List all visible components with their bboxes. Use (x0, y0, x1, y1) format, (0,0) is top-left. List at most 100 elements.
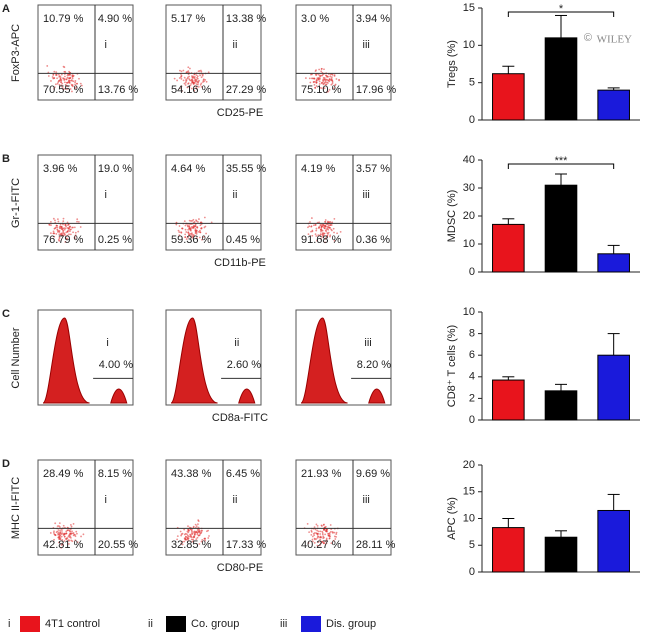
dot (58, 237, 61, 240)
dot (320, 230, 322, 233)
dot (188, 86, 191, 89)
dot (188, 232, 190, 235)
dot (192, 235, 195, 238)
dot (339, 230, 342, 233)
dot (196, 531, 199, 534)
dot (60, 81, 62, 84)
dot (313, 541, 316, 544)
dot (64, 241, 67, 243)
dot (185, 80, 187, 82)
dot (181, 227, 184, 230)
dot (191, 232, 193, 235)
dot (65, 532, 68, 535)
dot (207, 71, 210, 74)
dot (329, 75, 332, 78)
dot (185, 78, 188, 81)
plot-frame (295, 4, 392, 101)
dot (58, 536, 60, 539)
dot (317, 73, 320, 76)
dot (189, 228, 192, 231)
dot (187, 535, 190, 538)
panel-letter: B (2, 153, 10, 165)
dot (58, 532, 61, 535)
dot (198, 218, 200, 220)
dot (329, 524, 332, 526)
dot (56, 82, 59, 85)
dot (58, 522, 61, 525)
dot (67, 543, 70, 545)
dot (191, 540, 194, 543)
dot (182, 79, 185, 82)
quadrant-label: 5.17 % (171, 13, 205, 25)
dot (59, 529, 62, 532)
dot (187, 228, 190, 231)
dot (332, 87, 335, 90)
dot (324, 241, 327, 244)
quadrant-label: 54.16 % (171, 84, 212, 96)
dot (53, 235, 56, 238)
quadrant-label: 28.49 % (43, 468, 84, 480)
dot (64, 83, 67, 86)
dot (195, 83, 198, 85)
y-tick-label: 10 (463, 512, 475, 524)
dot (70, 539, 73, 542)
dot (313, 77, 315, 80)
dot (47, 75, 50, 77)
dot (66, 221, 69, 224)
dot (186, 76, 189, 79)
dot (316, 535, 319, 538)
dot (320, 67, 323, 70)
plot-frame (37, 4, 134, 101)
dot (313, 534, 316, 537)
quadrant-label: 9.69 % (356, 468, 390, 480)
dot (333, 239, 336, 242)
dot (189, 84, 192, 87)
dot (326, 78, 329, 81)
dot (192, 218, 195, 221)
dot (68, 70, 70, 73)
dot (60, 533, 63, 536)
dot (325, 228, 328, 231)
dot (187, 82, 189, 85)
dot (197, 85, 200, 88)
dot (320, 237, 322, 240)
dot (82, 533, 85, 536)
dot (333, 217, 336, 220)
dot (79, 226, 82, 228)
quadrant-label: 20.55 % (98, 539, 139, 551)
dot (322, 226, 325, 229)
dot (51, 76, 54, 78)
y-axis-label: Cell Number (10, 327, 22, 388)
dot (185, 538, 188, 541)
dot (198, 70, 201, 72)
quadrant-label: 40.27 % (301, 539, 342, 551)
bar (544, 536, 578, 573)
dot (69, 79, 72, 82)
roman-label: i (106, 337, 108, 349)
dot (187, 537, 190, 540)
dot (194, 523, 197, 526)
dot (327, 532, 329, 535)
dot (315, 74, 318, 77)
dot (52, 74, 55, 76)
quadrant-label: 3.0 % (301, 13, 329, 25)
dot (326, 81, 328, 84)
dot (194, 231, 197, 234)
dot (319, 544, 321, 547)
dot (68, 81, 70, 84)
dot (307, 226, 309, 229)
dot (179, 530, 182, 533)
dot (188, 225, 191, 227)
dot (330, 78, 333, 81)
dot (62, 223, 64, 226)
dot (71, 530, 73, 533)
dot (316, 536, 319, 539)
dot (60, 226, 63, 229)
dot (189, 67, 191, 70)
dot (60, 233, 63, 236)
bar (492, 73, 525, 121)
dot (58, 83, 61, 86)
dot (329, 234, 332, 237)
dot (205, 80, 208, 83)
quadrant-label: 91.68 % (301, 234, 342, 246)
